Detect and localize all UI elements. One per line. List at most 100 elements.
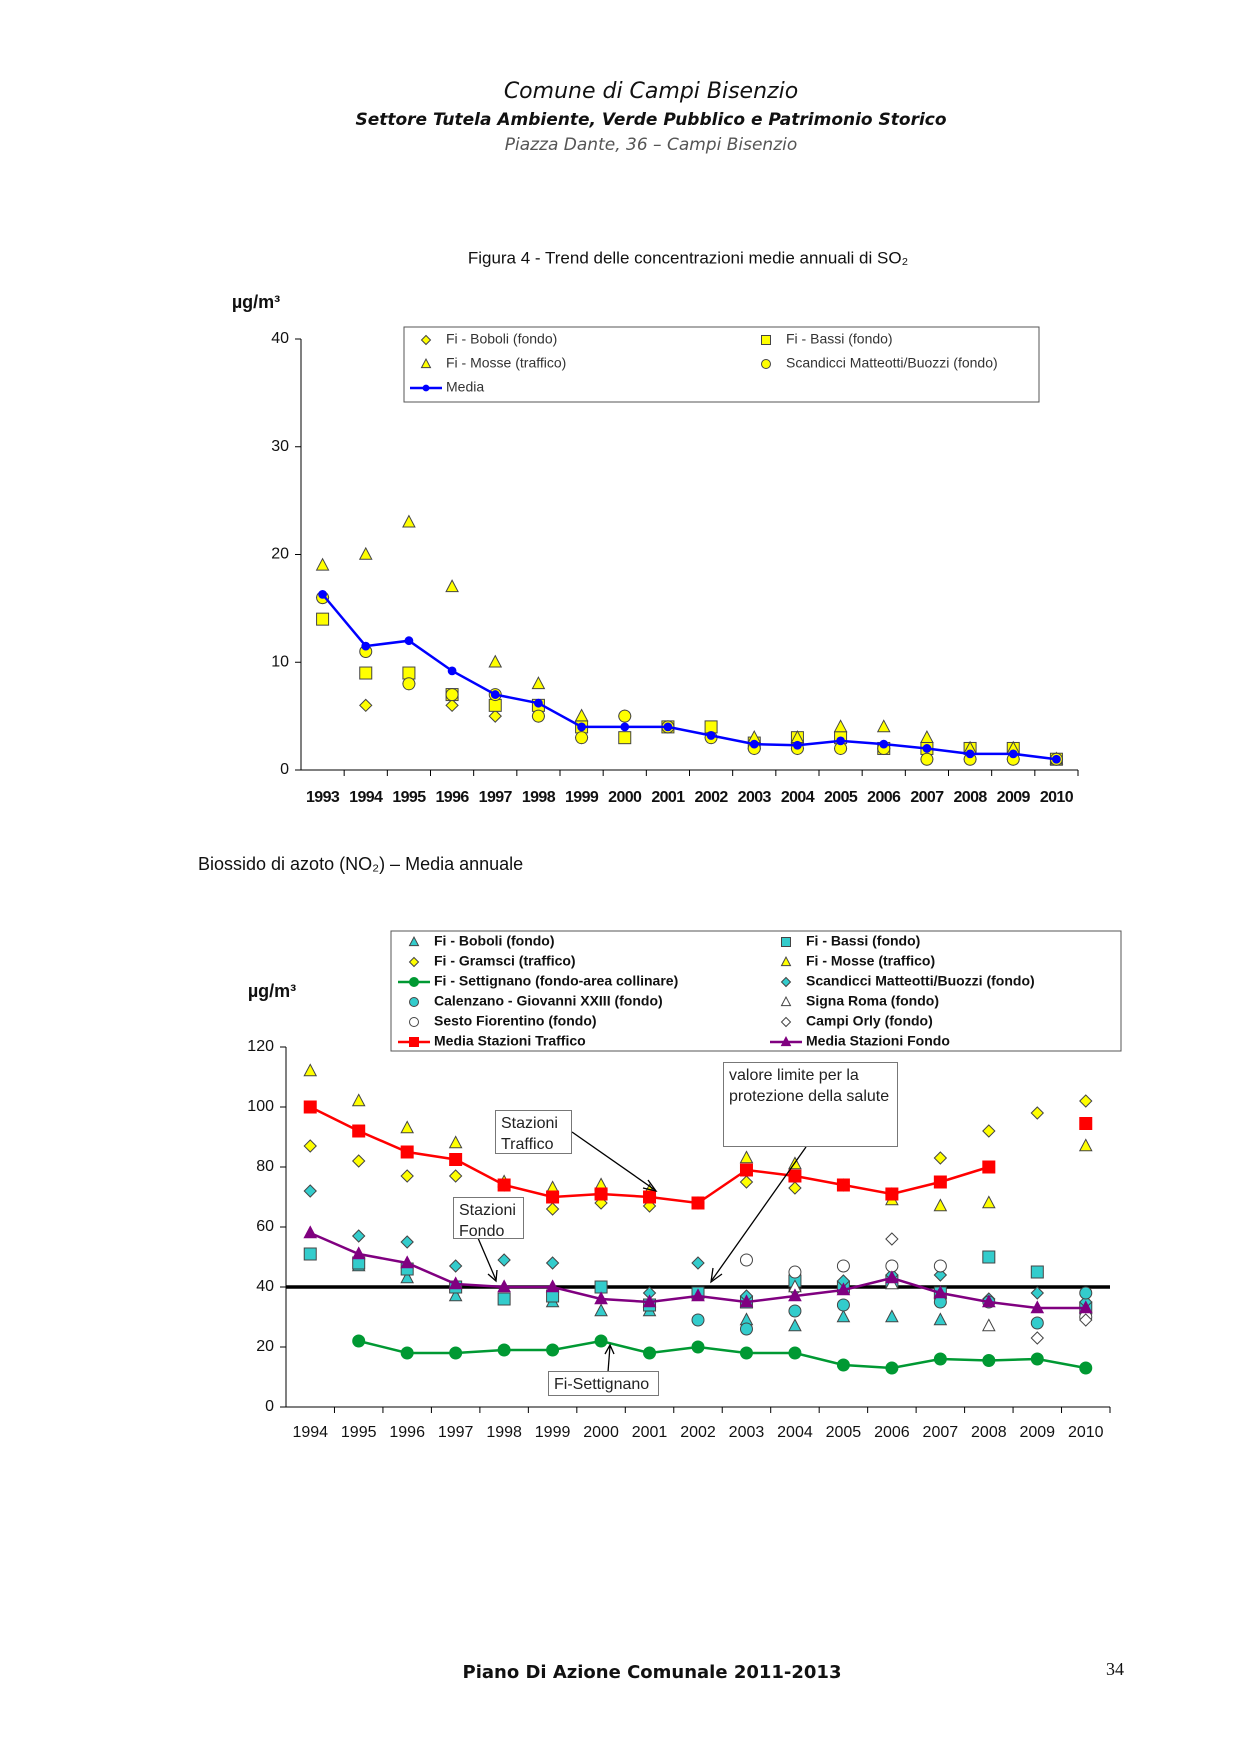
legend-marker [780,976,792,988]
data-point [358,546,373,560]
data-point [303,1139,317,1153]
data-point [663,722,673,732]
x-tick-label: 2000 [608,789,642,806]
legend-label: Fi - Boboli (fondo) [434,933,555,949]
x-tick-label: 1997 [438,1424,474,1441]
x-tick-label: 1994 [349,789,383,806]
chart-title: Biossido di azoto (NO₂) – Media annuale [198,854,523,874]
data-point [400,1270,415,1284]
data-point [788,1318,802,1332]
data-point [575,731,589,745]
data-point [351,1246,366,1260]
data-point [965,749,975,759]
data-point [982,1250,996,1264]
data-point [788,1288,802,1302]
legend-label: Media Stazioni Traffico [434,1033,586,1049]
data-point [577,722,586,732]
data-point [400,1235,414,1249]
data-point [497,1279,511,1293]
data-point [982,1354,996,1367]
legend-marker [409,1037,419,1047]
legend-label: Fi - Bassi (fondo) [806,933,920,949]
legend-label: Media [446,379,484,395]
legend-label: Fi - Gramsci (traffico) [434,953,576,969]
data-point [981,1294,996,1308]
legend-marker [761,359,771,369]
data-point [788,1181,802,1195]
data-point [449,1346,463,1360]
data-point [361,641,371,651]
chart-title: Figura 4 - Trend delle concentrazioni me… [468,248,908,267]
x-tick-label: 1999 [535,1424,571,1441]
header-subtitle: Settore Tutela Ambiente, Verde Pubblico … [355,110,946,130]
y-tick-label: 0 [280,761,289,778]
data-point [618,709,632,723]
x-tick-label: 1995 [341,1424,377,1441]
x-tick-label: 2005 [826,1424,862,1441]
data-point [1008,749,1018,759]
data-point [739,1322,753,1336]
x-tick-label: 2004 [781,789,815,806]
legend-marker [780,995,792,1007]
data-point [706,731,716,740]
y-tick-label: 100 [247,1098,274,1115]
data-point [400,1169,414,1183]
page-number: 34 [1106,1659,1124,1679]
x-tick-label: 1996 [435,789,469,806]
header-address: Piazza Dante, 36 – Campi Bisenzio [505,135,798,155]
legend-marker [781,937,791,947]
y-axis-label: µg/m³ [248,981,296,1001]
legend-marker [422,384,430,392]
y-tick-label: 0 [265,1398,274,1415]
data-point [448,1169,463,1183]
data-point [1078,1300,1093,1314]
data-point [488,654,503,668]
data-point [618,731,632,745]
y-tick-label: 30 [271,438,289,455]
data-point [691,1313,705,1327]
data-point [400,1145,414,1159]
y-tick-label: 10 [271,653,289,670]
data-point [315,557,330,571]
footer-text: Piano Di Azione Comunale 2011-2013 [463,1662,842,1683]
data-point [404,636,414,646]
data-point [497,1343,511,1357]
data-point [303,1225,318,1239]
data-point [933,1198,948,1212]
data-point [933,1259,947,1273]
arrow [477,1237,497,1281]
data-point [1030,1265,1044,1279]
data-point [1030,1331,1044,1345]
data-point [922,744,932,753]
data-point [490,690,500,699]
data-point [920,752,934,766]
data-point [352,1124,366,1138]
data-point [1030,1286,1044,1300]
x-tick-label: 1998 [522,789,556,806]
data-point [643,1190,657,1204]
x-tick-label: 2010 [1068,1424,1104,1441]
data-point [981,1318,996,1332]
data-point [933,1151,948,1165]
data-point [445,579,459,593]
data-point [739,1175,754,1189]
legend-marker [408,956,420,968]
data-point [876,719,891,733]
x-tick-label: 2006 [874,1424,910,1441]
x-tick-label: 2009 [1019,1424,1055,1441]
x-tick-label: 1996 [389,1424,425,1441]
data-point [574,708,589,722]
arrow-head [604,1343,615,1355]
arrow [571,1131,656,1191]
annotation: Fi-Settignano [548,1371,659,1396]
x-tick-label: 1995 [392,789,426,806]
data-point [982,1124,996,1138]
data-point [1030,1352,1044,1366]
legend-label: Fi - Mosse (traffico) [806,953,935,969]
data-point [449,1153,463,1166]
x-tick-label: 2002 [694,789,728,806]
data-point [448,1276,463,1290]
data-point [303,1184,317,1198]
data-point [739,1346,753,1360]
